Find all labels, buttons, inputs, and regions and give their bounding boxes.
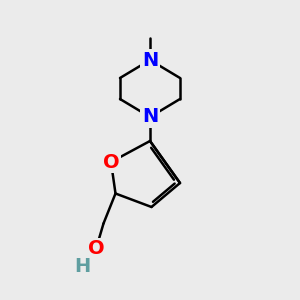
Text: O: O — [103, 152, 119, 172]
Text: H: H — [74, 257, 91, 277]
Text: N: N — [142, 50, 158, 70]
Text: N: N — [142, 107, 158, 127]
Text: O: O — [88, 239, 104, 259]
